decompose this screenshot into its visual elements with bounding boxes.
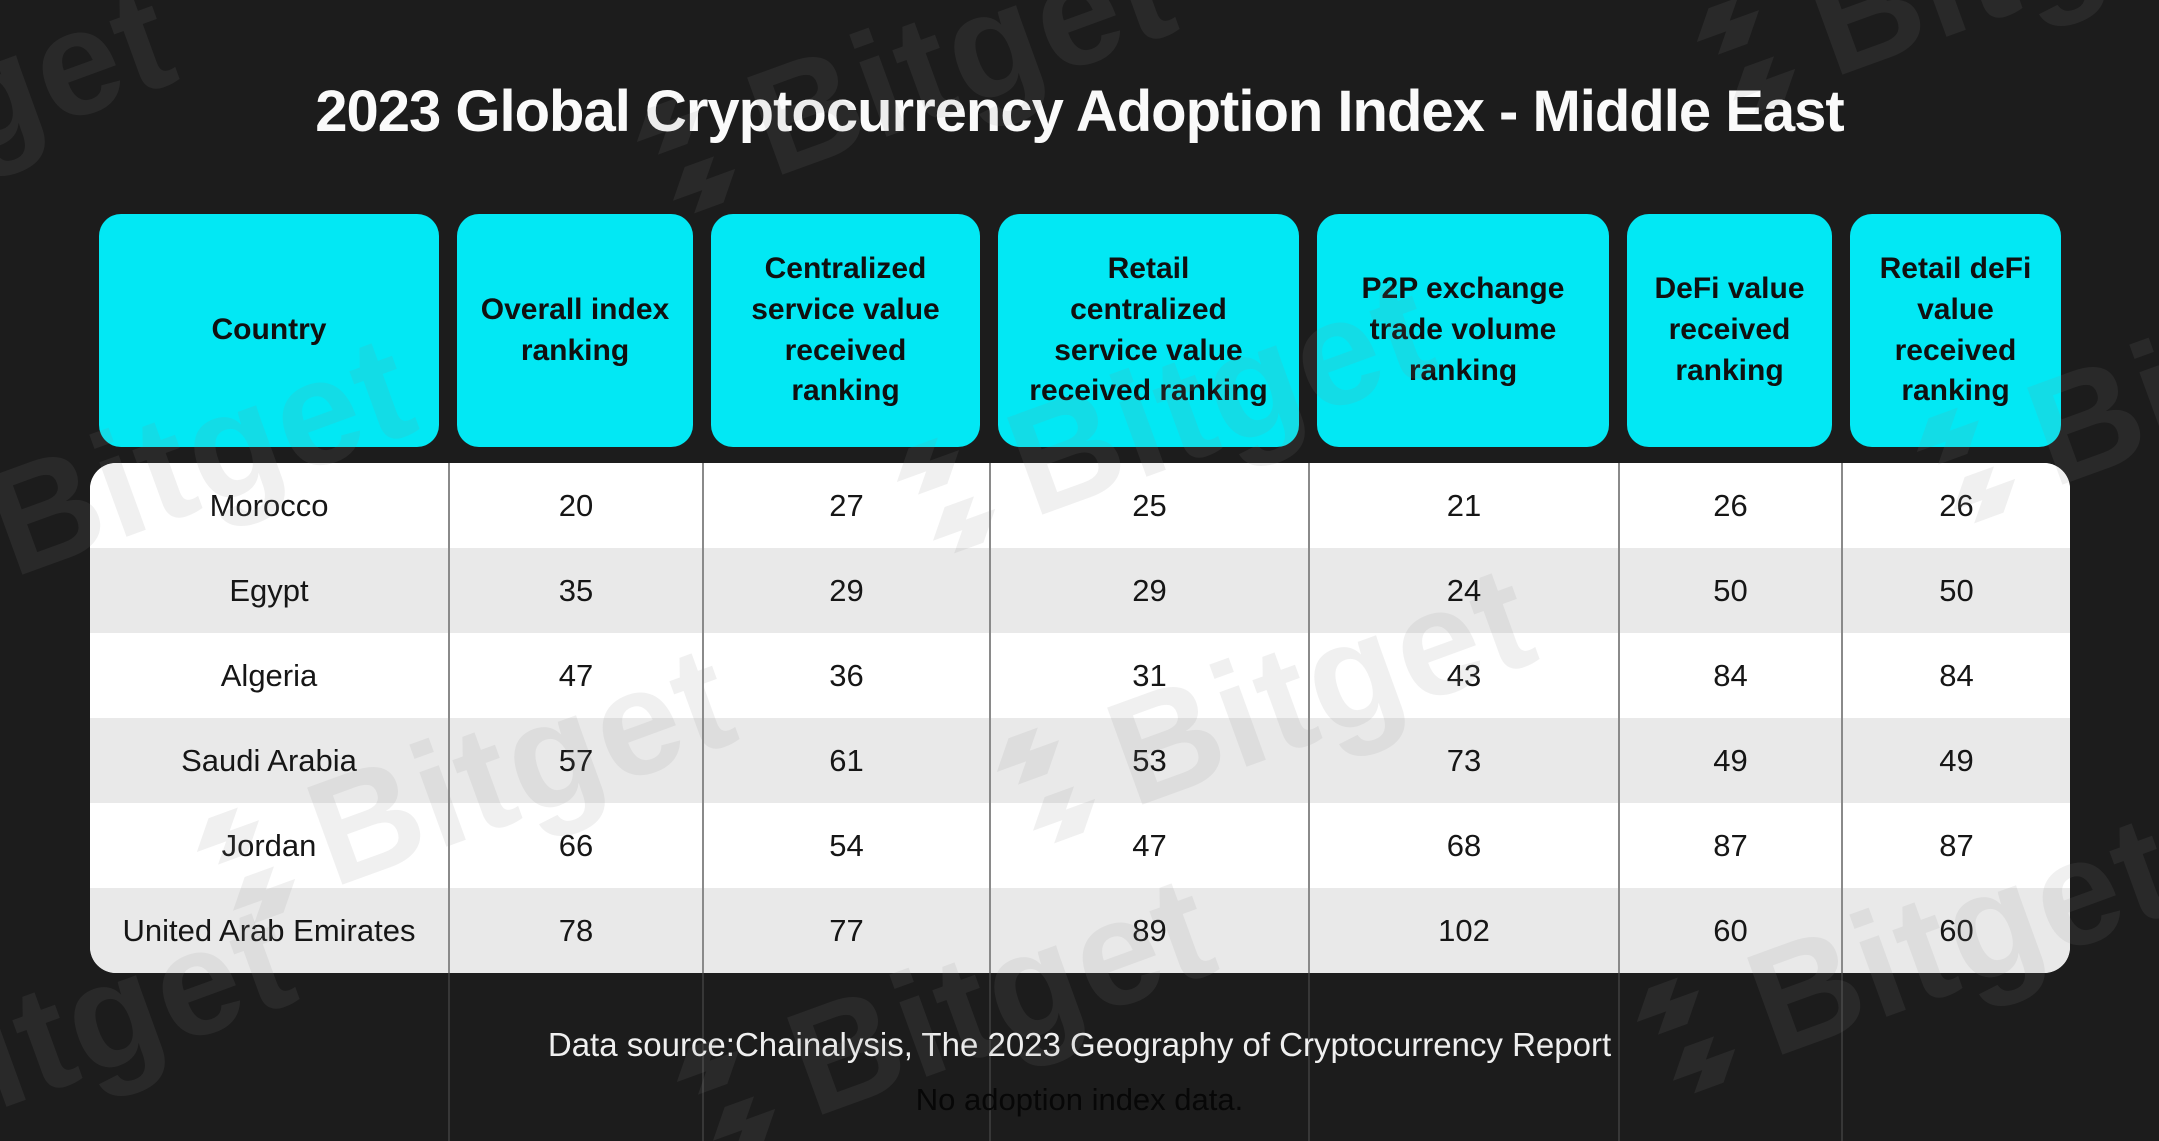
cell-value: 50 xyxy=(1841,548,2070,633)
column-header-country: Country xyxy=(99,214,439,447)
column-header-defi-value-received: DeFi value received ranking xyxy=(1627,214,1832,447)
cell-value: 77 xyxy=(702,888,989,973)
cell-value: 68 xyxy=(1308,803,1618,888)
cell-value: 25 xyxy=(989,463,1308,548)
table-row-egypt: Egypt 35 29 29 24 50 50 xyxy=(90,548,2070,633)
table-header-row: Country Overall index ranking Centralize… xyxy=(90,214,2070,447)
column-header-p2p-exchange-trade-volume: P2P exchange trade volume ranking xyxy=(1317,214,1609,447)
column-header-retail-defi-value-received: Retail deFi value received ranking xyxy=(1850,214,2061,447)
cell-country: Morocco xyxy=(209,487,329,523)
divider-line xyxy=(989,973,991,1141)
cell-country: United Arab Emirates xyxy=(122,912,416,948)
data-source-text: Data source:Chainalysis, The 2023 Geogra… xyxy=(547,1026,1612,1063)
cell-value: 26 xyxy=(1618,463,1841,548)
cell-value: 57 xyxy=(448,718,702,803)
cell-value: 29 xyxy=(989,548,1308,633)
divider-line xyxy=(1618,973,1620,1141)
cell-value: 49 xyxy=(1618,718,1841,803)
cell-value: 73 xyxy=(1308,718,1618,803)
cell-value: 84 xyxy=(1841,633,2070,718)
cell-value: 60 xyxy=(1841,888,2070,973)
table-row-jordan: Jordan 66 54 47 68 87 87 xyxy=(90,803,2070,888)
cell-value: 29 xyxy=(702,548,989,633)
cell-value: 60 xyxy=(1618,888,1841,973)
cell-value: 50 xyxy=(1618,548,1841,633)
cell-value: 31 xyxy=(989,633,1308,718)
cell-value: 21 xyxy=(1308,463,1618,548)
cell-value: 35 xyxy=(448,548,702,633)
divider-line xyxy=(702,973,704,1141)
cell-value: 26 xyxy=(1841,463,2070,548)
cell-value: 87 xyxy=(1618,803,1841,888)
cell-country: Saudi Arabia xyxy=(181,742,357,778)
cell-value: 43 xyxy=(1308,633,1618,718)
cell-value: 84 xyxy=(1618,633,1841,718)
cell-value: 87 xyxy=(1841,803,2070,888)
table-row-saudi-arabia: Saudi Arabia 57 61 53 73 49 49 xyxy=(90,718,2070,803)
cell-country: Egypt xyxy=(229,572,309,608)
cell-value: 102 xyxy=(1308,888,1618,973)
table-row-morocco: Morocco 20 27 25 21 26 26 xyxy=(90,463,2070,548)
cell-value: 47 xyxy=(448,633,702,718)
cell-value: 89 xyxy=(989,888,1308,973)
table-row-united-arab-emirates: United Arab Emirates 78 77 89 102 60 60 xyxy=(90,888,2070,973)
cell-value: 66 xyxy=(448,803,702,888)
cell-value: 27 xyxy=(702,463,989,548)
cell-value: 61 xyxy=(702,718,989,803)
cell-value: 78 xyxy=(448,888,702,973)
table-row-algeria: Algeria 47 36 31 43 84 84 xyxy=(90,633,2070,718)
cell-value: 53 xyxy=(989,718,1308,803)
table-body: Morocco 20 27 25 21 26 26 Egypt 35 29 29… xyxy=(90,463,2070,973)
divider-line xyxy=(1841,973,1843,1141)
column-header-overall-index-ranking: Overall index ranking xyxy=(457,214,693,447)
divider-line xyxy=(448,973,450,1141)
divider-line xyxy=(1308,973,1310,1141)
column-header-retail-centralized-service-value: Retail centralized service value receive… xyxy=(998,214,1299,447)
cell-country: Algeria xyxy=(220,657,318,693)
cell-value: 20 xyxy=(448,463,702,548)
cell-value: 47 xyxy=(989,803,1308,888)
page-title: 2023 Global Cryptocurrency Adoption Inde… xyxy=(315,79,1844,144)
cell-value: 24 xyxy=(1308,548,1618,633)
column-header-centralized-service-value: Centralized service value received ranki… xyxy=(711,214,980,447)
cell-value: 36 xyxy=(702,633,989,718)
no-data-note: No adoption index data. xyxy=(915,1082,1244,1117)
cell-value: 49 xyxy=(1841,718,2070,803)
cell-value: 54 xyxy=(702,803,989,888)
cell-country: Jordan xyxy=(221,827,317,863)
